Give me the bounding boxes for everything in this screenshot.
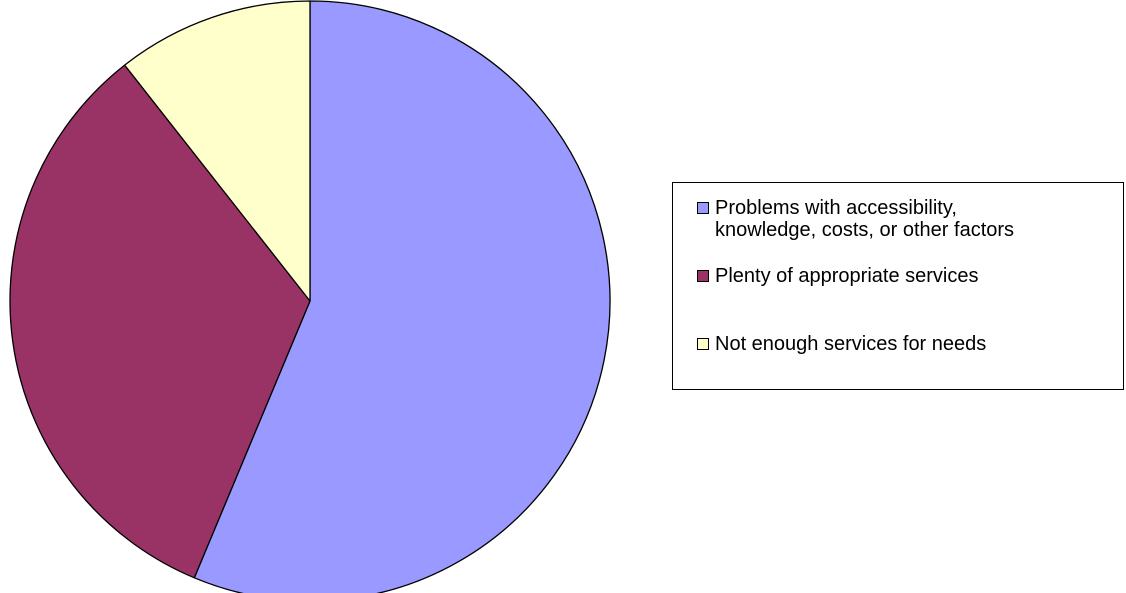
pie-chart-svg (9, 0, 611, 593)
pie-slice-accessibility-problems (193, 0, 611, 593)
pie-chart (9, 0, 611, 593)
legend-label-not-enough-services: Not enough services for needs (715, 333, 987, 355)
legend-swatch-accessibility-problems (697, 202, 709, 214)
legend-swatch-plenty-of-services (697, 270, 709, 282)
legend-label-accessibility-problems: Problems with accessibility, knowledge, … (715, 197, 1015, 241)
legend-swatch-not-enough-services (697, 338, 709, 350)
pie-slice-not-enough-services (123, 0, 311, 302)
legend-entry-accessibility-problems: Problems with accessibility, knowledge, … (697, 197, 1014, 241)
legend-label-plenty-of-services: Plenty of appropriate services (715, 265, 979, 287)
legend-entry-plenty-of-services: Plenty of appropriate services (697, 265, 978, 287)
chart-legend: Problems with accessibility, knowledge, … (672, 182, 1124, 390)
pie-slice-plenty-of-services (9, 64, 311, 579)
legend-entry-not-enough-services: Not enough services for needs (697, 333, 986, 355)
